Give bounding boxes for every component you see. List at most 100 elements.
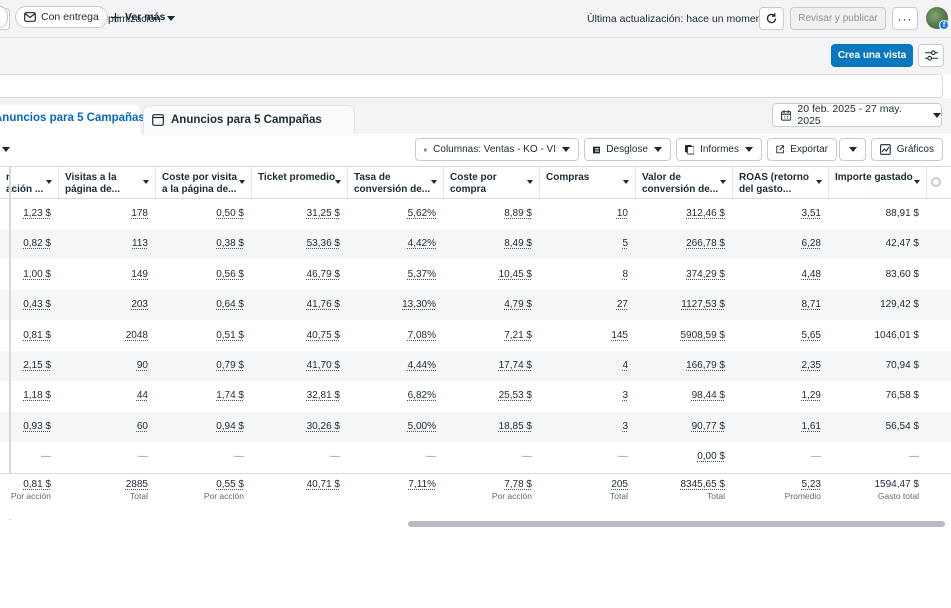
table-cell: 3,51 — [733, 199, 829, 229]
table-row[interactable]: 1,23 $ 178 0,50 $ 31,25 $ 5,62% 8,89 $ 10 312,4… — [0, 199, 951, 229]
column-header[interactable]: ROAS (retorno del gasto... — [733, 167, 829, 198]
column-header[interactable]: Valor de conversión de... — [636, 167, 733, 198]
table-cell: 2048 — [59, 321, 156, 351]
review-publish-button[interactable]: Revisar y publicar — [790, 7, 886, 30]
tab-label: Anuncios para 5 Campañas — [0, 112, 145, 124]
export-icon — [776, 145, 785, 154]
cell-value: — — [618, 451, 628, 463]
charts-label: Gráficos — [896, 144, 934, 155]
last-update-text: Última actualización: hace un momento — [587, 13, 771, 25]
tab-ads-active[interactable]: Anuncios para 5 Campañas — [0, 105, 145, 134]
tab-ads-second[interactable]: Anuncios para 5 Campañas — [143, 105, 355, 134]
table-cell: 113 — [59, 229, 156, 259]
cell-value: 90 — [136, 360, 148, 371]
column-settings-icon[interactable] — [931, 177, 941, 187]
cell-value: 5,37% — [407, 268, 436, 280]
table-cell: 46,79 $ — [252, 260, 348, 290]
more-options-button[interactable]: ··· — [892, 7, 918, 30]
reports-label: Informes — [700, 144, 739, 155]
table-cell: 5 — [540, 229, 636, 259]
cell-value: 40,75 $ — [306, 329, 340, 341]
column-header-label: Importe gastado — [835, 172, 913, 183]
table-cell: 3 — [540, 412, 636, 442]
table-cell: 27 — [540, 290, 636, 320]
horizontal-scrollbar[interactable] — [408, 521, 945, 527]
export-button[interactable]: Exportar — [767, 138, 837, 161]
columns-button[interactable]: Columnas: Ventas - KO - VI — [415, 138, 579, 161]
cell-value: 149 — [131, 268, 148, 280]
table-cell: 7,21 $ — [444, 321, 540, 351]
cell-value: 0,94 $ — [216, 420, 244, 432]
table-row[interactable]: 0,43 $ 203 0,64 $ 41,76 $ 13,30% 4,79 $ 27 1127… — [0, 290, 951, 321]
reports-icon — [685, 144, 695, 155]
table-row[interactable]: 1,18 $ 44 1,74 $ 32,81 $ 6,82% 25,53 $ 3 98,44 … — [0, 381, 951, 411]
cell-value: 7,08% — [407, 329, 436, 341]
table-row[interactable]: 0,81 $ 2048 0,51 $ 40,75 $ 7,08% 7,21 $ 145 590… — [0, 321, 951, 351]
table-cell: 5,00% — [348, 412, 444, 442]
column-header[interactable]: Ticket promedio — [252, 167, 348, 198]
chevron-down-icon — [848, 147, 857, 152]
columns-label: Columnas: Ventas - KO - VI — [433, 144, 556, 155]
window-icon — [152, 114, 164, 126]
view-settings-button[interactable] — [918, 44, 944, 67]
cell-value: 178 — [131, 208, 148, 219]
table-row[interactable]: 0,93 $ 60 0,94 $ 30,26 $ 5,00% 18,85 $ 3 90,77 … — [0, 411, 951, 442]
cell-value: 70,94 $ — [885, 360, 919, 371]
table-row[interactable]: 1,00 $ 149 0,56 $ 46,79 $ 5,37% 10,45 $ 8 374,2… — [0, 260, 951, 290]
date-range-picker[interactable]: 20 feb. 2025 - 27 may. 2025 — [772, 103, 942, 127]
column-header[interactable]: Coste por visita a la página de... — [156, 167, 252, 198]
see-more-button[interactable]: Ver más — [111, 11, 165, 23]
cell-value: 4 — [622, 360, 628, 371]
cell-value: 374,29 $ — [686, 268, 725, 280]
table-row[interactable]: 0,82 $ 113 0,38 $ 53,36 $ 4,42% 8,49 $ 5 266,78… — [0, 229, 951, 260]
column-header[interactable]: Compras — [540, 167, 636, 198]
cell-value: 0,43 $ — [23, 299, 51, 311]
table-cell: 8 — [540, 260, 636, 290]
cell-value: 18,85 $ — [498, 420, 532, 432]
cell-value: 5908,59 $ — [680, 329, 726, 341]
column-header[interactable]: Visitas a la página de... — [59, 167, 156, 198]
cell-value: 5,00% — [407, 420, 436, 432]
table-row[interactable]: — — — — — — — 0,00 $ — — — [0, 442, 951, 472]
chevron-down-icon — [562, 147, 570, 152]
filter-chip-label: Con entrega — [41, 11, 99, 23]
breakdown-button[interactable]: Desglose — [584, 138, 671, 161]
column-header[interactable]: Coste por compra — [444, 167, 540, 198]
cell-value: 3 — [622, 420, 628, 432]
search-filter-input[interactable] — [0, 74, 943, 98]
sort-caret-icon — [46, 180, 52, 184]
refresh-button[interactable] — [759, 7, 784, 30]
table-cell: 90,77 $ — [636, 412, 733, 442]
charts-button[interactable]: Gráficos — [871, 138, 943, 161]
export-dropdown-button[interactable] — [839, 138, 866, 161]
cell-value: 41,76 $ — [306, 299, 340, 311]
cell-value: 1,18 $ — [23, 390, 51, 402]
breakdown-icon — [593, 146, 601, 153]
cell-value: 0,64 $ — [216, 299, 244, 311]
table-cell: 145 — [540, 321, 636, 351]
table-cell: 4,42% — [348, 229, 444, 259]
cell-value: 88,91 $ — [885, 208, 919, 219]
chevron-down-icon[interactable] — [2, 147, 10, 152]
cell-value: — — [234, 451, 244, 463]
table-cell: 8,49 $ — [444, 229, 540, 259]
column-header[interactable]: r ación ... — [0, 167, 59, 198]
reports-button[interactable]: Informes — [676, 138, 762, 161]
column-header-label: Ticket promedio — [258, 172, 336, 183]
column-header[interactable]: Tasa de conversión de... — [348, 167, 444, 198]
breakdown-label: Desglose — [606, 144, 648, 155]
cell-value: 4,44% — [407, 360, 436, 371]
column-header[interactable]: Importe gastado — [829, 167, 927, 198]
filter-chip-entrega[interactable]: Con entrega — [15, 6, 108, 28]
table-cell: 53,36 $ — [252, 229, 348, 259]
table-cell: 17,74 $ — [444, 351, 540, 381]
total-label: Por acción — [491, 491, 532, 501]
cell-value: — — [522, 451, 532, 463]
cell-value: 44 — [136, 390, 148, 402]
table-cell: 0,00 $ — [636, 442, 733, 472]
sort-caret-icon — [914, 180, 920, 184]
cell-value: — — [811, 451, 821, 463]
create-view-button[interactable]: Crea una vista — [831, 44, 913, 67]
sort-caret-icon — [431, 180, 437, 184]
table-row[interactable]: 2,15 $ 90 0,79 $ 41,70 $ 4,44% 17,74 $ 4 166,79… — [0, 351, 951, 381]
